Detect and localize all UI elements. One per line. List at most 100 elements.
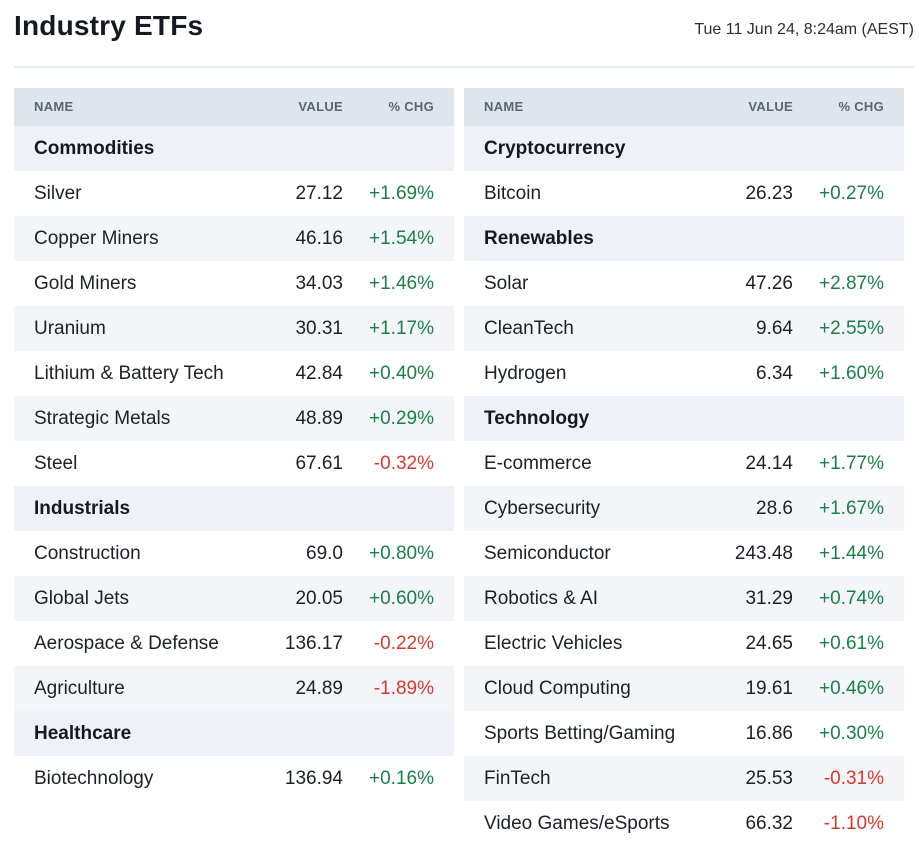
- column-header-value[interactable]: VALUE: [748, 99, 793, 114]
- etf-name[interactable]: Sports Betting/Gaming: [484, 723, 676, 744]
- etf-name[interactable]: Solar: [484, 273, 529, 294]
- etf-name[interactable]: Uranium: [34, 318, 106, 339]
- etf-change: +1.54%: [369, 228, 434, 249]
- etf-name[interactable]: Robotics & AI: [484, 588, 599, 609]
- table-row[interactable]: Copper Miners 46.16 +1.54%: [14, 216, 454, 261]
- column-header-name[interactable]: NAME: [34, 99, 74, 114]
- table-row[interactable]: Hydrogen 6.34 +1.60%: [464, 351, 904, 396]
- category-label: Cryptocurrency: [484, 138, 626, 159]
- category-label: Healthcare: [34, 723, 132, 744]
- table-row[interactable]: Lithium & Battery Tech 42.84 +0.40%: [14, 351, 454, 396]
- table-row[interactable]: E-commerce 24.14 +1.77%: [464, 441, 904, 486]
- table-header: NAME VALUE % CHG: [464, 88, 904, 126]
- table-row[interactable]: Bitcoin 26.23 +0.27%: [464, 171, 904, 216]
- etf-name[interactable]: Hydrogen: [484, 363, 567, 384]
- table-row[interactable]: Global Jets 20.05 +0.60%: [14, 576, 454, 621]
- etf-name[interactable]: Aerospace & Defense: [34, 633, 219, 654]
- category-label: Renewables: [484, 228, 594, 249]
- etf-name[interactable]: Construction: [34, 543, 141, 564]
- etf-value: 42.84: [295, 363, 343, 384]
- etf-name[interactable]: Lithium & Battery Tech: [34, 363, 224, 384]
- etf-value: 66.32: [745, 813, 793, 834]
- table-row[interactable]: Uranium 30.31 +1.17%: [14, 306, 454, 351]
- table-row[interactable]: Sports Betting/Gaming 16.86 +0.30%: [464, 711, 904, 756]
- etf-value: 30.31: [295, 318, 343, 339]
- etf-value: 34.03: [295, 273, 343, 294]
- table-row[interactable]: Cybersecurity 28.6 +1.67%: [464, 486, 904, 531]
- table-row[interactable]: Agriculture 24.89 -1.89%: [14, 666, 454, 711]
- etf-name[interactable]: Cybersecurity: [484, 498, 601, 519]
- table-row[interactable]: Cloud Computing 19.61 +0.46%: [464, 666, 904, 711]
- etf-value: 25.53: [745, 768, 793, 789]
- column-header-name[interactable]: NAME: [484, 99, 524, 114]
- etf-name[interactable]: Bitcoin: [484, 183, 542, 204]
- table-row[interactable]: CleanTech 9.64 +2.55%: [464, 306, 904, 351]
- table-row[interactable]: Electric Vehicles 24.65 +0.61%: [464, 621, 904, 666]
- etf-change: +0.74%: [819, 588, 884, 609]
- etf-value: 46.16: [295, 228, 343, 249]
- etf-value: 28.6: [756, 498, 793, 519]
- etf-name[interactable]: Strategic Metals: [34, 408, 171, 429]
- table-row[interactable]: Silver 27.12 +1.69%: [14, 171, 454, 216]
- etf-value: 19.61: [745, 678, 793, 699]
- etf-name[interactable]: FinTech: [484, 768, 551, 789]
- etf-name[interactable]: Video Games/eSports: [484, 813, 670, 834]
- etf-change: +1.44%: [819, 543, 884, 564]
- column-header-value[interactable]: VALUE: [298, 99, 343, 114]
- etf-change: +0.80%: [369, 543, 434, 564]
- etf-change: +0.27%: [819, 183, 884, 204]
- category-row-cryptocurrency: Cryptocurrency: [464, 126, 904, 171]
- column-header-change[interactable]: % CHG: [838, 99, 884, 114]
- etf-name[interactable]: Global Jets: [34, 588, 130, 609]
- category-label: Commodities: [34, 138, 155, 159]
- etf-change: -0.22%: [373, 633, 434, 654]
- etf-name[interactable]: Biotechnology: [34, 768, 154, 789]
- table-row[interactable]: Construction 69.0 +0.80%: [14, 531, 454, 576]
- etf-value: 69.0: [306, 543, 343, 564]
- etf-name[interactable]: CleanTech: [484, 318, 574, 339]
- etf-name[interactable]: Agriculture: [34, 678, 125, 699]
- etf-change: -1.89%: [373, 678, 434, 699]
- etf-value: 16.86: [745, 723, 793, 744]
- table-row[interactable]: Robotics & AI 31.29 +0.74%: [464, 576, 904, 621]
- table-row[interactable]: Video Games/eSports 66.32 -1.10%: [464, 801, 904, 846]
- etf-change: +2.55%: [819, 318, 884, 339]
- etf-table-left: NAME VALUE % CHG Commodities Silver 27.1…: [14, 88, 454, 801]
- etf-name[interactable]: Semiconductor: [484, 543, 611, 564]
- table-row[interactable]: Gold Miners 34.03 +1.46%: [14, 261, 454, 306]
- table-row[interactable]: Biotechnology 136.94 +0.16%: [14, 756, 454, 801]
- table-row[interactable]: FinTech 25.53 -0.31%: [464, 756, 904, 801]
- category-label: Industrials: [34, 498, 131, 519]
- table-row[interactable]: Semiconductor 243.48 +1.44%: [464, 531, 904, 576]
- etf-change: +0.16%: [369, 768, 434, 789]
- etf-value: 6.34: [756, 363, 793, 384]
- etf-name[interactable]: Gold Miners: [34, 273, 137, 294]
- etf-change: -0.32%: [373, 453, 434, 474]
- etf-change: +1.69%: [369, 183, 434, 204]
- etf-change: +1.60%: [819, 363, 884, 384]
- etf-value: 9.64: [756, 318, 793, 339]
- column-header-change[interactable]: % CHG: [388, 99, 434, 114]
- etf-value: 136.17: [284, 633, 343, 654]
- table-row[interactable]: Aerospace & Defense 136.17 -0.22%: [14, 621, 454, 666]
- etf-name[interactable]: Silver: [34, 183, 82, 204]
- etf-value: 24.65: [745, 633, 793, 654]
- category-row-renewables: Renewables: [464, 216, 904, 261]
- etf-value: 20.05: [295, 588, 343, 609]
- etf-change: +1.67%: [819, 498, 884, 519]
- table-row[interactable]: Solar 47.26 +2.87%: [464, 261, 904, 306]
- etf-change: +1.77%: [819, 453, 884, 474]
- category-row-technology: Technology: [464, 396, 904, 441]
- etf-name[interactable]: Steel: [34, 453, 78, 474]
- etf-name[interactable]: Electric Vehicles: [484, 633, 623, 654]
- page-title: Industry ETFs: [14, 10, 204, 41]
- table-header: NAME VALUE % CHG: [14, 88, 454, 126]
- table-row[interactable]: Steel 67.61 -0.32%: [14, 441, 454, 486]
- etf-name[interactable]: Cloud Computing: [484, 678, 631, 699]
- etf-value: 31.29: [745, 588, 793, 609]
- etf-name[interactable]: Copper Miners: [34, 228, 159, 249]
- table-row[interactable]: Strategic Metals 48.89 +0.29%: [14, 396, 454, 441]
- etf-value: 48.89: [295, 408, 343, 429]
- etf-name[interactable]: E-commerce: [484, 453, 592, 474]
- etf-value: 27.12: [295, 183, 343, 204]
